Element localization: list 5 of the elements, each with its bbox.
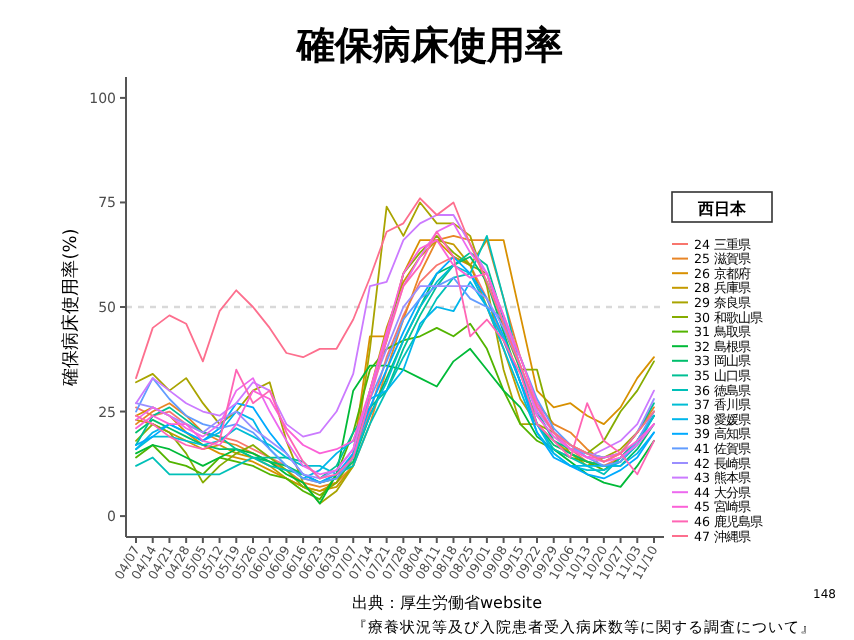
y-axis-title: 確保病床使用率(%) [60,228,82,388]
source-note: 出典：厚生労働省website [352,594,543,612]
chart-title: 確保病床使用率 [295,24,563,68]
line-series [135,347,655,505]
legend-title: 西日本 [696,200,748,218]
